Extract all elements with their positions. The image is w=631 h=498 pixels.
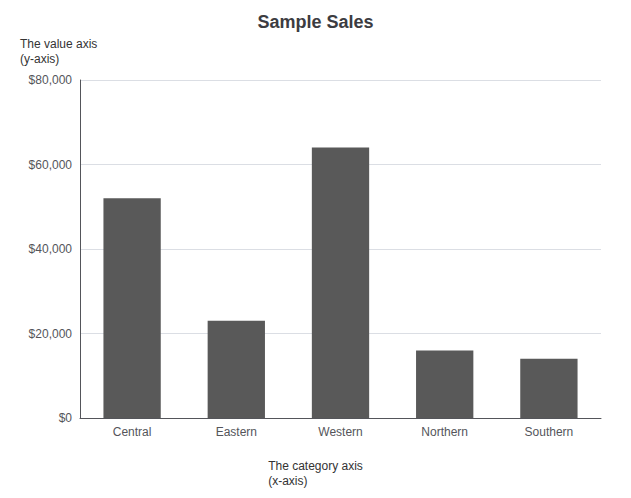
- svg-text:Western: Western: [318, 425, 362, 439]
- svg-text:$80,000: $80,000: [29, 73, 73, 87]
- svg-text:(x-axis): (x-axis): [268, 474, 307, 488]
- svg-text:The value axis: The value axis: [20, 37, 97, 51]
- svg-text:$40,000: $40,000: [29, 242, 73, 256]
- svg-text:Eastern: Eastern: [216, 425, 257, 439]
- svg-text:Sample Sales: Sample Sales: [257, 12, 373, 32]
- svg-text:$60,000: $60,000: [29, 158, 73, 172]
- svg-text:$20,000: $20,000: [29, 327, 73, 341]
- svg-text:Southern: Southern: [525, 425, 574, 439]
- svg-text:(y-axis): (y-axis): [20, 52, 59, 66]
- svg-text:Northern: Northern: [421, 425, 468, 439]
- svg-text:Central: Central: [113, 425, 152, 439]
- svg-text:The category axis: The category axis: [268, 459, 363, 473]
- svg-text:$0: $0: [59, 411, 73, 425]
